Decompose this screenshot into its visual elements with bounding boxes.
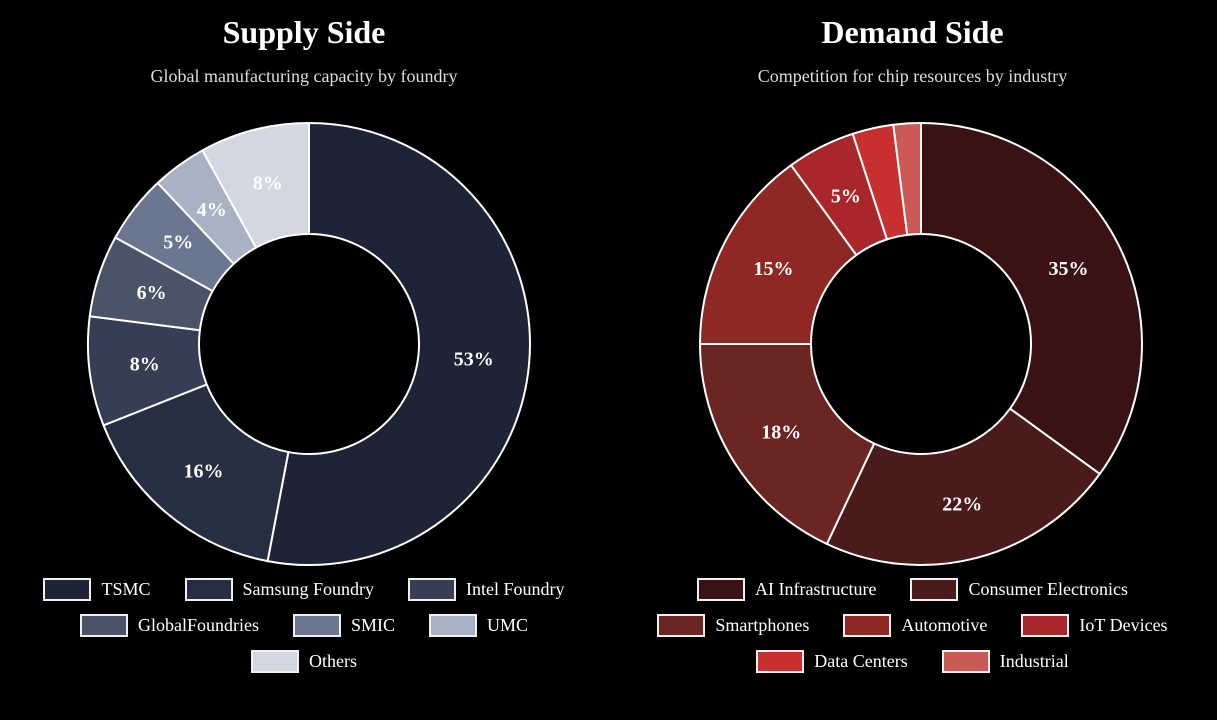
- demand-donut-chart: 35% 22% 18% 15% 5%: [699, 121, 1143, 567]
- supply-side-panel: Supply Side Global manufacturing capacit…: [0, 0, 608, 720]
- supply-donut-chart: 53% 16% 8% 6% 5%4% 8%: [87, 122, 531, 566]
- supply-subtitle: Global manufacturing capacity by foundry: [150, 66, 458, 86]
- legend-item-ai-infrastructure: AI Infrastructure: [697, 578, 876, 601]
- legend-label-umc: UMC: [487, 615, 529, 635]
- slice-label-umc: 4%: [197, 199, 227, 221]
- legend-item-automotive: Automotive: [843, 614, 987, 637]
- legend-item-iot-devices: IoT Devices: [1021, 614, 1168, 637]
- legend-row: Smartphones Automotive IoT Devices: [608, 614, 1217, 637]
- legend-row: TSMC Samsung Foundry Intel Foundry: [0, 578, 608, 601]
- legend-item-smartphones: Smartphones: [657, 614, 809, 637]
- legend-swatch-industrial: [941, 650, 990, 673]
- legend-row: Data Centers Industrial: [608, 650, 1217, 673]
- demand-title: Demand Side: [821, 14, 1004, 50]
- legend-item-samsung-foundry: Samsung Foundry: [184, 578, 375, 601]
- legend-label-automotive: Automotive: [901, 615, 988, 635]
- legend-label-smartphones: Smartphones: [715, 615, 810, 635]
- legend-item-others: Others: [251, 650, 357, 673]
- slice-label-samsung-foundry: 16%: [184, 461, 224, 483]
- demand-legend: AI Infrastructure Consumer Electronics Sma…: [608, 578, 1217, 686]
- slice-others: [201, 122, 310, 249]
- legend-label-industrial: Industrial: [999, 651, 1069, 671]
- legend-item-globalfoundries: GlobalFoundries: [79, 614, 259, 637]
- legend-label-consumer-electronics: Consumer Electronics: [968, 579, 1128, 599]
- legend-item-smic: SMIC: [292, 614, 395, 637]
- legend-label-others: Others: [309, 651, 357, 671]
- slice-label-consumer-electronics: 22%: [942, 493, 982, 515]
- legend-label-samsung-foundry: Samsung Foundry: [242, 579, 375, 599]
- legend-item-tsmc: TSMC: [43, 578, 151, 601]
- slice-label-globalfoundries: 6%: [137, 282, 167, 304]
- slice-label-smic: 5%: [163, 232, 193, 254]
- legend-label-ai-infrastructure: AI Infrastructure: [755, 579, 877, 599]
- legend-label-tsmc: TSMC: [101, 579, 151, 599]
- legend-swatch-others: [251, 650, 299, 673]
- demand-side-panel: Demand Side Competition for chip resourc…: [608, 0, 1217, 720]
- slice-ai-infrastructure: [920, 122, 1143, 475]
- legend-row: Others: [0, 650, 608, 673]
- legend-item-data-centers: Data Centers: [756, 650, 908, 673]
- supply-legend: TSMC Samsung Foundry Intel Foundry GlobalFo…: [0, 578, 608, 686]
- legend-swatch-globalfoundries: [79, 614, 128, 637]
- slice-label-automotive: 15%: [754, 258, 794, 280]
- slice-label-others: 8%: [253, 173, 283, 195]
- slice-label-iot-devices: 5%: [831, 186, 861, 208]
- legend-item-consumer-electronics: Consumer Electronics: [910, 578, 1128, 601]
- supply-title: Supply Side: [222, 14, 386, 50]
- legend-swatch-samsung-foundry: [184, 578, 233, 601]
- legend-swatch-smic: [292, 614, 341, 637]
- legend-label-smic: SMIC: [350, 615, 395, 635]
- demand-subtitle: Competition for chip resources by indust…: [757, 66, 1068, 86]
- slice-label-smartphones: 18%: [761, 422, 801, 444]
- legend-label-intel-foundry: Intel Foundry: [466, 579, 565, 599]
- slice-industrial: [892, 121, 922, 236]
- legend-item-intel-foundry: Intel Foundry: [408, 578, 565, 601]
- legend-swatch-consumer-electronics: [910, 578, 959, 601]
- legend-swatch-automotive: [843, 614, 892, 637]
- slice-label-intel-foundry: 8%: [130, 354, 160, 376]
- legend-swatch-tsmc: [43, 578, 92, 601]
- legend-swatch-intel-foundry: [408, 578, 457, 601]
- slice-label-ai-infrastructure: 35%: [1049, 258, 1089, 280]
- slice-samsung-foundry: [102, 383, 290, 563]
- legend-row: AI Infrastructure Consumer Electronics: [608, 578, 1217, 601]
- legend-swatch-smartphones: [657, 614, 706, 637]
- slice-automotive: [699, 164, 858, 345]
- slice-smartphones: [699, 343, 876, 545]
- legend-label-iot-devices: IoT Devices: [1079, 615, 1168, 635]
- legend-row: GlobalFoundries SMIC UMC: [0, 614, 608, 637]
- legend-item-industrial: Industrial: [941, 650, 1069, 673]
- legend-swatch-ai-infrastructure: [697, 578, 746, 601]
- legend-swatch-data-centers: [756, 650, 805, 673]
- slice-tsmc: [266, 122, 531, 566]
- legend-label-globalfoundries: GlobalFoundries: [137, 615, 259, 635]
- slice-label-tsmc: 53%: [454, 349, 494, 371]
- legend-swatch-umc: [429, 614, 477, 637]
- slice-consumer-electronics: [825, 407, 1101, 567]
- legend-item-umc: UMC: [429, 614, 528, 637]
- legend-swatch-iot-devices: [1021, 614, 1070, 637]
- legend-label-data-centers: Data Centers: [814, 651, 908, 671]
